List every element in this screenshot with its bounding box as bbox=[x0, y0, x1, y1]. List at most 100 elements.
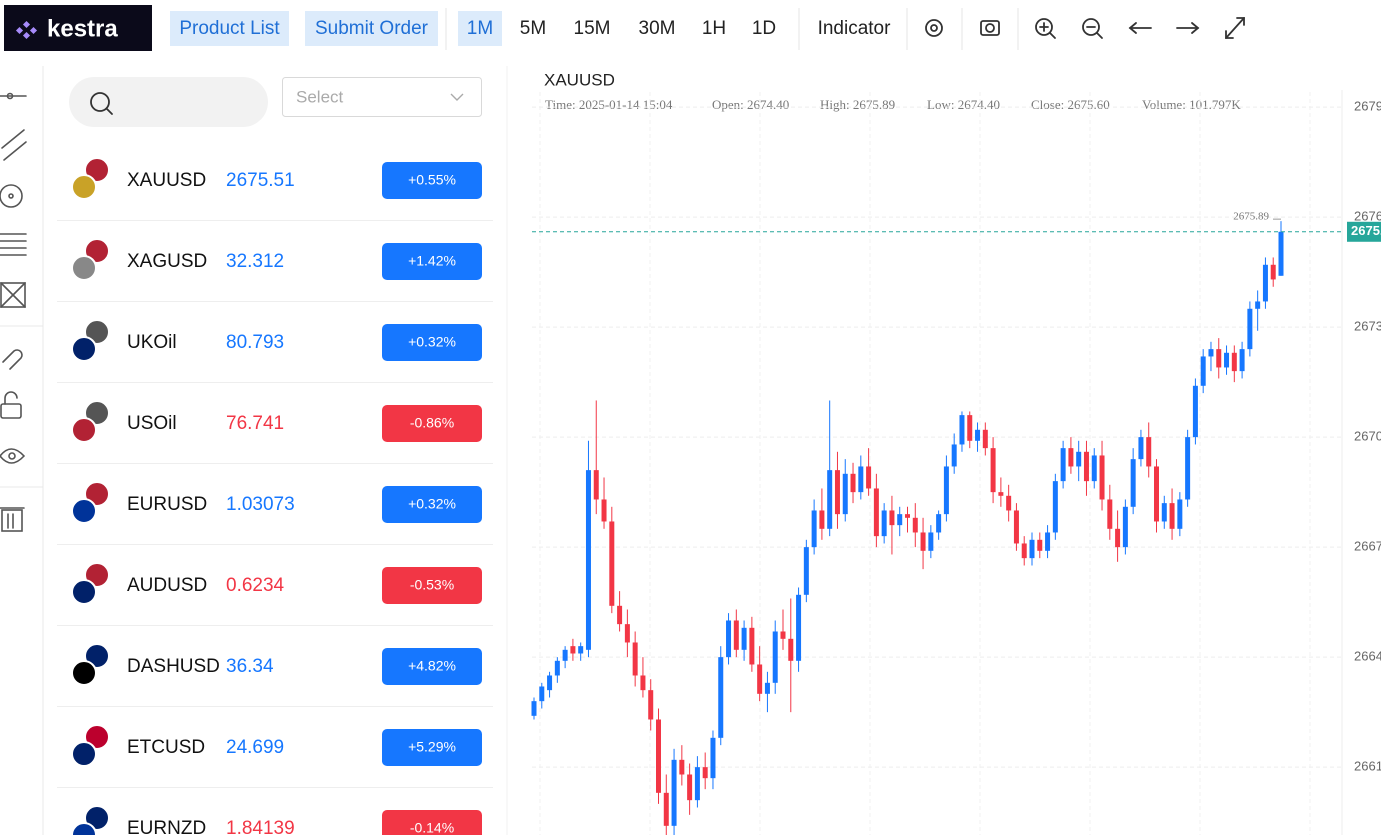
scroll-right-icon[interactable] bbox=[1176, 22, 1200, 34]
candle-body bbox=[998, 492, 1004, 496]
flag-secondary bbox=[84, 400, 110, 426]
indicator-button[interactable]: Indicator bbox=[818, 18, 892, 39]
trend-tool[interactable] bbox=[1, 129, 27, 161]
magnet-tool[interactable] bbox=[2, 349, 23, 370]
candle-body bbox=[811, 510, 817, 548]
info-label: Low: bbox=[927, 97, 954, 112]
product-price: 24.699 bbox=[226, 737, 284, 758]
candle-body bbox=[967, 415, 973, 441]
candle-body bbox=[648, 690, 654, 720]
product-symbol: UKOil bbox=[127, 332, 177, 353]
candle-body bbox=[1029, 539, 1035, 559]
candle-body bbox=[951, 444, 957, 467]
candle-body bbox=[570, 646, 576, 654]
search-icon bbox=[90, 92, 113, 115]
candle-body bbox=[601, 499, 607, 522]
timeframe[interactable]: 1M bbox=[467, 18, 493, 39]
select-box[interactable] bbox=[282, 77, 482, 117]
line-tool[interactable] bbox=[0, 92, 27, 100]
candle-body bbox=[749, 627, 755, 665]
flag-secondary bbox=[84, 157, 110, 183]
eye-tool[interactable] bbox=[0, 448, 26, 464]
last-price-tag bbox=[1347, 221, 1381, 242]
timeframe[interactable]: 1D bbox=[752, 18, 776, 39]
candle-body bbox=[531, 701, 537, 716]
product-symbol: USOil bbox=[127, 413, 177, 434]
candle-body bbox=[928, 532, 934, 551]
info-label: High: bbox=[820, 97, 850, 112]
ohlc-info: High: 2675.89 bbox=[820, 97, 895, 112]
candle-body bbox=[1169, 503, 1175, 529]
scroll-left-icon[interactable] bbox=[1128, 22, 1152, 34]
ohlc-info: Open: 2674.40 bbox=[712, 97, 789, 112]
product-change: -0.14% bbox=[410, 820, 454, 835]
zoom-in-icon[interactable] bbox=[1035, 18, 1056, 39]
settings-icon[interactable] bbox=[925, 19, 943, 37]
lock-tool[interactable] bbox=[0, 391, 22, 419]
candle-body bbox=[1060, 448, 1066, 482]
candle-body bbox=[1037, 539, 1043, 551]
candle-body bbox=[1262, 264, 1268, 302]
candle-body bbox=[1146, 437, 1152, 467]
flag-secondary bbox=[84, 724, 110, 750]
timeframe-active[interactable] bbox=[458, 11, 502, 46]
candle-body bbox=[1161, 503, 1167, 522]
candle-body bbox=[788, 638, 794, 661]
last-price-label: 2675.60 bbox=[1351, 223, 1381, 238]
candle-body bbox=[1247, 308, 1253, 350]
candle-body bbox=[1208, 349, 1214, 357]
ohlc-info: Volume: 101.797K bbox=[1142, 97, 1241, 112]
pattern-tool[interactable] bbox=[0, 282, 26, 308]
fullscreen-icon[interactable] bbox=[1225, 17, 1245, 39]
zoom-out-icon[interactable] bbox=[1082, 18, 1103, 39]
toolbar: Product List Submit Order 1M 5M 15M 30M 1H 1D In… bbox=[170, 8, 891, 50]
delete-tool[interactable] bbox=[0, 507, 25, 532]
camera-icon[interactable] bbox=[980, 20, 1000, 36]
candle-body bbox=[873, 488, 879, 537]
candle-body bbox=[936, 514, 942, 533]
candle-body bbox=[1255, 301, 1261, 309]
search-box[interactable] bbox=[69, 77, 268, 127]
product-change: +0.55% bbox=[408, 172, 456, 188]
candle-body bbox=[702, 767, 708, 779]
product-change: -0.86% bbox=[410, 415, 454, 431]
change-chip bbox=[382, 810, 482, 835]
candle-body bbox=[866, 466, 872, 489]
circle-tool[interactable] bbox=[0, 184, 23, 208]
product-list: XAUUSD 2675.51 +0.55% XAGUSD 32.312 +1.42% UKO… bbox=[57, 140, 493, 835]
ohlc-info: Close: 2675.60 bbox=[1031, 97, 1110, 112]
y-tick-label: 2673 bbox=[1354, 319, 1381, 334]
timeframe[interactable]: 5M bbox=[520, 18, 546, 39]
candle-body bbox=[1185, 437, 1191, 500]
timeframe[interactable]: 30M bbox=[639, 18, 676, 39]
candle-body bbox=[640, 675, 646, 691]
nav-button[interactable] bbox=[170, 11, 289, 46]
ohlc-info: Time: 2025-01-14 15:04 bbox=[545, 97, 673, 112]
flag-primary bbox=[71, 498, 97, 524]
flag-primary bbox=[71, 822, 97, 835]
candle-body bbox=[912, 517, 918, 533]
candle-body bbox=[741, 627, 747, 650]
ohlc-info: Low: 2674.40 bbox=[927, 97, 1000, 112]
info-label: Close: bbox=[1031, 97, 1064, 112]
timeframe[interactable]: 1H bbox=[702, 18, 726, 39]
y-tick-label: 2679 bbox=[1354, 99, 1381, 114]
nav-button-label: Submit Order bbox=[315, 18, 429, 39]
candle-body bbox=[827, 470, 833, 529]
info-value: 2675.89 bbox=[853, 97, 895, 112]
flag-primary bbox=[71, 741, 97, 767]
change-chip bbox=[382, 243, 482, 280]
candle-body bbox=[975, 429, 981, 441]
candle-body bbox=[694, 767, 700, 801]
flag-primary bbox=[71, 417, 97, 443]
candle-body bbox=[1239, 349, 1245, 372]
fib-tool[interactable] bbox=[0, 233, 27, 256]
select-placeholder: Select bbox=[296, 87, 344, 106]
candle-body bbox=[687, 774, 693, 801]
timeframe[interactable]: 15M bbox=[574, 18, 611, 39]
nav-button[interactable] bbox=[305, 11, 438, 46]
logo-box[interactable] bbox=[4, 5, 152, 51]
info-label: Time: bbox=[545, 97, 576, 112]
change-chip bbox=[382, 324, 482, 361]
flag-primary bbox=[71, 336, 97, 362]
